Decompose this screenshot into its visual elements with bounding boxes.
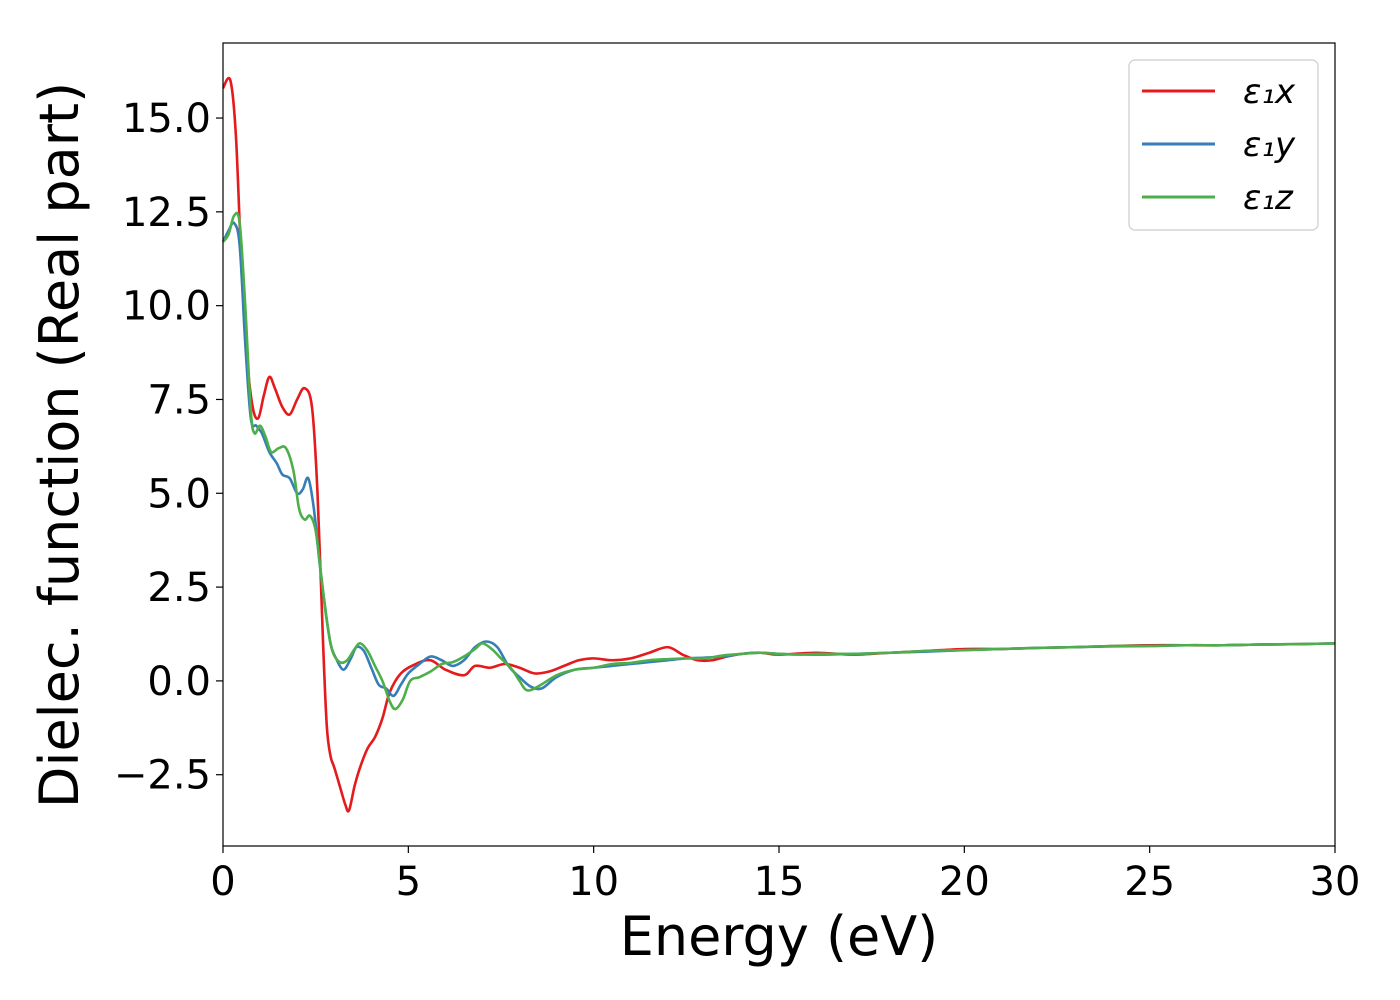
legend-label-x: ε₁x — [1243, 72, 1296, 112]
y-tick-label: −2.5 — [114, 753, 211, 799]
x-tick-label: 10 — [568, 859, 619, 905]
legend-label-y: ε₁y — [1243, 125, 1296, 165]
series-line-2 — [221, 211, 1336, 711]
legend-box — [1128, 59, 1319, 231]
x-axis: 0 5 10 15 20 25 30 — [210, 846, 1360, 905]
series-layer — [221, 76, 1336, 813]
y-tick-label: 15.0 — [122, 96, 211, 142]
y-tick-label: 7.5 — [147, 377, 211, 423]
y-tick-label: 12.5 — [122, 190, 211, 236]
x-tick-label: 20 — [939, 859, 990, 905]
legend: ε₁x ε₁y ε₁z — [1128, 59, 1319, 231]
x-axis-title: Energy (eV) — [620, 905, 939, 968]
x-tick-label: 5 — [396, 859, 421, 905]
y-tick-label: 5.0 — [147, 471, 211, 517]
x-tick-label: 15 — [754, 859, 805, 905]
y-tick-label: 0.0 — [147, 659, 211, 705]
x-tick-label: 0 — [210, 859, 235, 905]
y-axis: −2.5 0.0 2.5 5.0 7.5 10.0 12.5 15.0 — [114, 96, 223, 799]
y-tick-label: 2.5 — [147, 565, 211, 611]
x-tick-label: 25 — [1124, 859, 1175, 905]
y-tick-label: 10.0 — [122, 284, 211, 330]
legend-label-z: ε₁z — [1243, 178, 1294, 218]
series-line-1 — [221, 221, 1336, 698]
y-axis-title: Dielec. function (Real part) — [28, 82, 91, 808]
x-tick-label: 30 — [1310, 859, 1361, 905]
